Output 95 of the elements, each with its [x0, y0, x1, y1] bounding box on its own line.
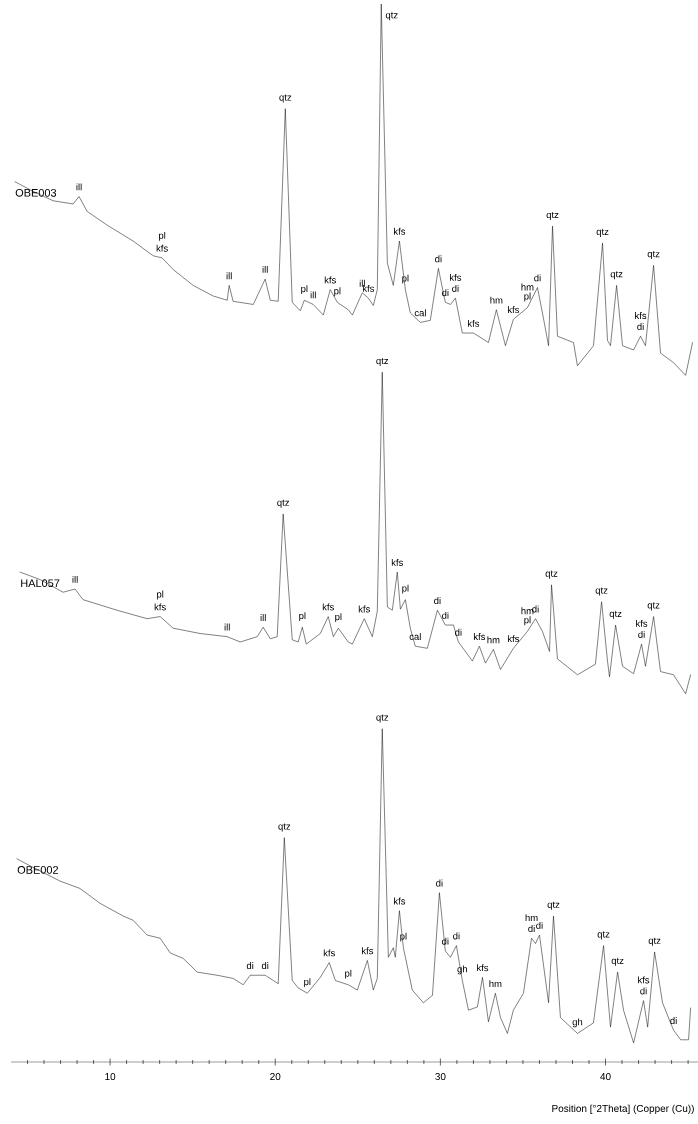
annotation: di — [246, 962, 254, 970]
annotation: di — [455, 628, 462, 636]
annotation: di — [442, 937, 449, 945]
annotation: pl — [524, 292, 531, 302]
x-axis-title: Position [°2Theta] (Copper (Cu)) — [552, 1104, 694, 1114]
annotation: kfs — [636, 619, 648, 627]
annotation: qtz — [385, 12, 398, 21]
annotation: pl — [334, 287, 341, 297]
annotation: hm — [521, 607, 534, 615]
annotation: cal — [414, 309, 426, 317]
annotation: kfs — [394, 897, 406, 905]
annotation: kfs — [394, 227, 406, 235]
annotation: di — [261, 962, 269, 970]
annotation: pl — [299, 612, 306, 621]
annotation: kfs — [324, 276, 336, 284]
annotation: di — [637, 323, 644, 331]
annotation: qtz — [376, 357, 389, 366]
x-tick-label: 20 — [270, 1073, 281, 1081]
annotation: qtz — [547, 901, 560, 910]
annotation: di — [436, 879, 443, 887]
annotation: qtz — [647, 602, 660, 611]
annotation: ill — [72, 576, 78, 583]
annotation: kfs — [323, 949, 335, 957]
annotation: di — [434, 597, 441, 605]
series-label: OBE003 — [15, 188, 57, 197]
annotation: qtz — [648, 937, 661, 946]
annotation: hm — [521, 283, 534, 291]
annotation: qtz — [596, 228, 609, 237]
annotation: ill — [359, 279, 365, 287]
annotation: hm — [525, 914, 538, 922]
annotation: qtz — [376, 714, 389, 723]
annotation: kfs — [635, 312, 647, 320]
annotation: ill — [226, 272, 232, 280]
annotation: kfs — [507, 635, 520, 643]
x-tick-label: 40 — [600, 1073, 611, 1081]
annotation: pl — [159, 231, 166, 241]
annotation: qtz — [647, 251, 660, 260]
annotation: pl — [524, 616, 531, 626]
annotation: di — [442, 611, 449, 619]
annotation: pl — [335, 613, 342, 623]
annotation: hm — [489, 980, 502, 988]
annotation: qtz — [277, 499, 290, 508]
annotation: kfs — [638, 976, 650, 984]
annotation: kfs — [391, 558, 403, 566]
annotation: ill — [76, 183, 82, 191]
annotation: di — [528, 925, 535, 933]
annotation: pl — [400, 932, 407, 942]
annotation: pl — [304, 978, 311, 988]
annotation: ill — [310, 291, 316, 299]
annotation: ill — [262, 266, 268, 273]
annotation: pl — [345, 969, 352, 979]
annotation: di — [452, 284, 459, 292]
annotation: ill — [260, 614, 266, 621]
annotation: di — [638, 630, 645, 638]
annotation: kfs — [450, 273, 462, 281]
annotation: qtz — [597, 931, 610, 940]
annotation: cal — [409, 633, 421, 640]
annotation: qtz — [279, 94, 292, 103]
annotation: kfs — [154, 603, 166, 611]
annotation: di — [536, 921, 543, 929]
x-tick-label: 30 — [435, 1073, 446, 1081]
annotation: di — [532, 605, 539, 613]
annotation: pl — [301, 285, 308, 295]
annotation: kfs — [507, 306, 520, 314]
annotation: ill — [224, 623, 230, 631]
annotation: qtz — [278, 823, 291, 832]
annotation: kfs — [322, 603, 334, 611]
annotation: kfs — [468, 319, 480, 327]
annotation: gh — [572, 1018, 583, 1028]
annotation: qtz — [545, 570, 558, 579]
annotation: qtz — [546, 211, 559, 220]
annotation: kfs — [156, 244, 168, 252]
annotation: gh — [457, 965, 467, 975]
annotation: di — [534, 274, 541, 282]
series-label: HAL057 — [21, 579, 60, 588]
annotation: di — [435, 255, 442, 263]
annotation: qtz — [611, 957, 624, 966]
annotation: kfs — [358, 605, 370, 613]
annotation: kfs — [477, 964, 489, 972]
annotation: hm — [487, 636, 500, 644]
annotation: pl — [402, 274, 409, 284]
annotation: hm — [490, 296, 503, 304]
annotation: kfs — [473, 633, 486, 640]
annotation: pl — [402, 584, 409, 594]
x-tick-label: 10 — [105, 1073, 116, 1081]
annotation: pl — [157, 590, 164, 600]
annotation: qtz — [610, 271, 623, 280]
annotation: qtz — [609, 610, 622, 619]
annotation: di — [453, 932, 460, 940]
annotation: di — [670, 1017, 677, 1025]
annotation: di — [442, 289, 449, 297]
annotation: di — [640, 987, 647, 995]
annotation: qtz — [595, 587, 608, 596]
series-label: OBE002 — [17, 866, 59, 874]
annotation: kfs — [361, 947, 374, 955]
